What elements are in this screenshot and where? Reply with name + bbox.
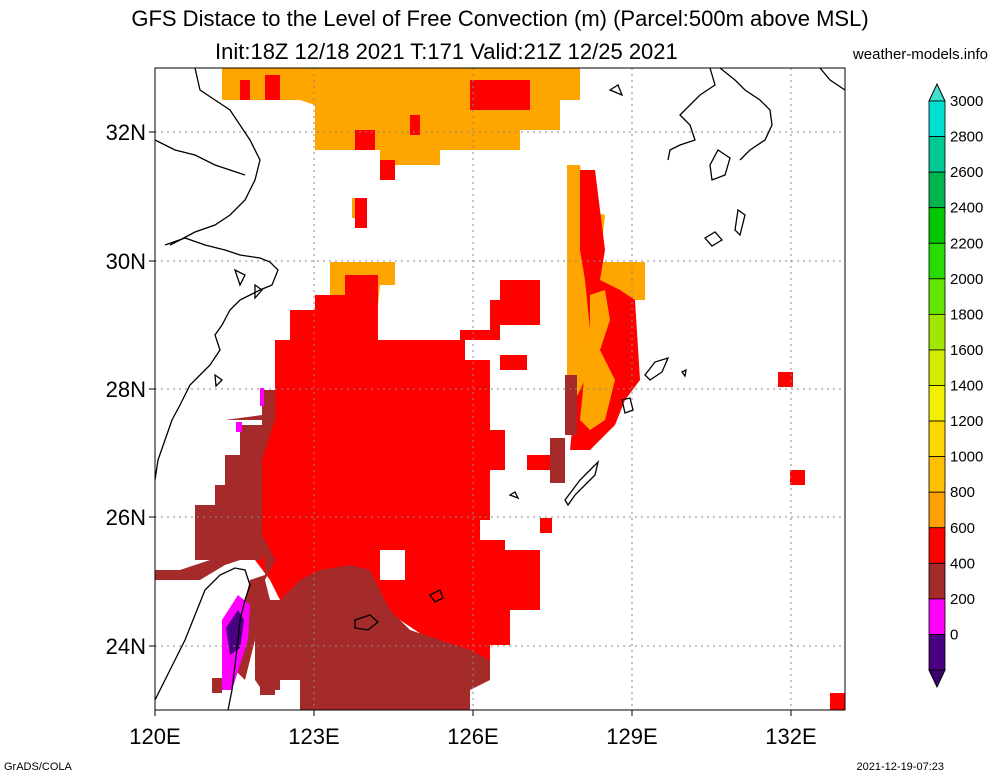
colorbar-swatch [928,527,946,564]
colorbar-swatch [928,136,946,173]
colorbar-swatch [928,242,946,280]
lat-label-28n: 28N [106,377,146,402]
grid-lines [155,68,845,710]
colorbar-swatch [928,313,946,351]
colorbar-swatch [928,634,946,671]
colorbar: 3000280026002400220020001800160014001200… [928,82,983,689]
colorbar-label: 800 [950,484,975,501]
colorbar-top-arrow [928,82,946,102]
lon-label-129e: 129E [606,724,657,749]
map-subtitle: Init:18Z 12/18 2021 T:171 Valid:21Z 12/2… [215,39,678,64]
footer-left: GrADS/COLA [4,761,72,773]
colorbar-swatch [928,420,946,458]
colorbar-label: 1400 [950,378,983,395]
colorbar-swatch [928,349,946,386]
lon-labels: 120E 123E 126E 129E 132E [129,724,816,749]
colorbar-label: 2000 [950,271,983,288]
colorbar-label: 1000 [950,449,983,466]
footer-right: 2021-12-19-07:23 [856,761,944,773]
colorbar-label: 2200 [950,235,983,252]
colorbar-label: 3000 [950,93,983,110]
colorbar-label: 1600 [950,342,983,359]
axis-ticks [149,131,792,716]
colorbar-label: 2800 [950,129,983,146]
lat-label-24n: 24N [106,634,146,659]
colorbar-label: 1800 [950,306,983,323]
colorbar-label: 400 [950,555,975,572]
colorbar-swatch [928,562,946,600]
lon-label-120e: 120E [129,724,180,749]
colorbar-swatch [928,456,946,493]
colorbar-swatch [928,491,946,529]
lat-label-32n: 32N [106,120,146,145]
colorbar-swatch [928,278,946,315]
lfc-field [155,68,845,710]
colorbar-label: 2600 [950,164,983,181]
colorbar-label: 0 [950,626,958,643]
lon-label-123e: 123E [288,724,339,749]
colorbar-swatch [928,385,946,422]
source-label: weather-models.info [852,46,988,63]
lat-labels: 32N 30N 28N 26N 24N [106,120,146,659]
map-title: GFS Distace to the Level of Free Convect… [131,6,869,31]
colorbar-bottom-arrow [928,669,946,689]
coastlines [155,68,845,710]
lon-label-132e: 132E [765,724,816,749]
colorbar-label: 1200 [950,413,983,430]
colorbar-label: 200 [950,591,975,608]
colorbar-swatch [928,100,946,137]
colorbar-swatch [928,598,946,635]
colorbar-label: 2400 [950,200,983,217]
lat-label-30n: 30N [106,249,146,274]
colorbar-label: 600 [950,520,975,537]
colorbar-swatch [928,171,946,209]
lat-label-26n: 26N [106,505,146,530]
lon-label-126e: 126E [447,724,498,749]
colorbar-swatch [928,207,946,244]
